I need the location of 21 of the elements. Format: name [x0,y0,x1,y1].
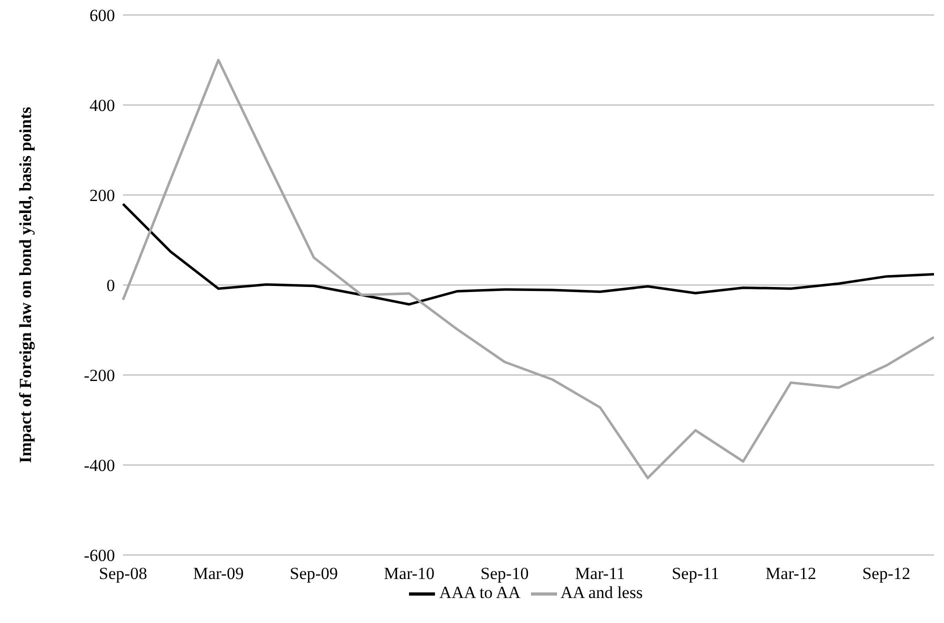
y-axis-title: Impact of Foreign law on bond yield, basis points [16,106,36,464]
line-series [122,58,934,480]
x-tick-label: Sep-09 [290,564,338,583]
x-tick-label: Mar-12 [766,564,816,583]
x-tick-label: Sep-10 [480,564,529,583]
y-tick-label: -600 [84,546,115,566]
y-tick-label: 200 [90,186,115,206]
legend-label: AAA to AA [439,582,521,602]
y-tick-label: -200 [84,366,115,386]
y-tick-label: 600 [90,6,115,26]
legend-label: AA and less [560,582,643,602]
x-tick-label: Sep-08 [98,564,148,583]
x-tick-label: Mar-10 [384,564,435,583]
line-series [122,202,934,306]
x-tick-label: Mar-09 [193,564,244,583]
x-tick-label: Mar-11 [575,564,626,583]
y-tick-label: 400 [90,96,115,116]
y-tick-label: -400 [84,456,115,476]
x-tick-label: Sep-12 [862,564,910,583]
x-tick-label: Sep-11 [672,564,720,583]
y-tick-label: 0 [106,276,115,296]
